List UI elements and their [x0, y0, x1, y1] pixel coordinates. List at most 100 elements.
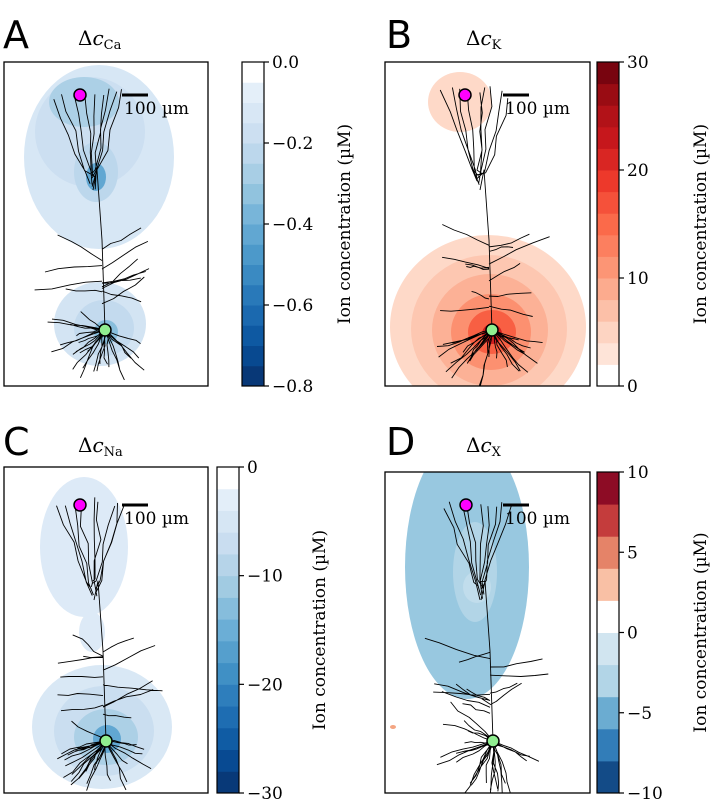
contour-area [390, 472, 549, 793]
colorbar-band [597, 728, 619, 762]
soma-marker [485, 323, 499, 337]
colorbar: 10 5 0 −5 −10 Ion concentration (µM) [596, 463, 711, 804]
title-c: c [92, 26, 103, 50]
colorbar-band [597, 148, 619, 171]
colorbar-band [597, 760, 619, 794]
colorbar-band [217, 727, 239, 751]
colorbar-label: Ion concentration (µM) [691, 532, 711, 732]
colorbar-tick-label: −20 [247, 675, 283, 695]
colorbar-band [597, 321, 619, 344]
apical-marker [458, 88, 472, 102]
colorbar-band [597, 105, 619, 128]
colorbar-band [597, 696, 619, 730]
colorbar-band [217, 771, 239, 794]
colorbar-band [217, 640, 239, 664]
panel-b: B ΔcK 100 µm 30 20 10 0 Ion concentration (µM) [384, 13, 711, 397]
colorbar-band [217, 684, 239, 707]
colorbar-band [242, 143, 264, 164]
panel-label: C [3, 420, 30, 464]
colorbar-band [217, 575, 239, 598]
panel-label: D [386, 420, 415, 464]
plot-frame [3, 466, 209, 794]
apical-marker [459, 498, 473, 512]
colorbar-band [217, 619, 239, 642]
colorbar-tick-label: 20 [627, 161, 649, 181]
colorbar-band [242, 365, 264, 387]
colorbar-band [242, 82, 264, 103]
colorbar-tick-label: 5 [627, 543, 638, 563]
colorbar-band [597, 364, 619, 387]
colorbar-band [242, 244, 264, 265]
colorbar-tick-label: 0 [627, 624, 638, 644]
colorbar-band [242, 163, 264, 184]
colorbar-label: Ion concentration (µM) [335, 124, 355, 324]
colorbar-band [597, 472, 619, 505]
colorbar-tick-label: 30 [627, 53, 649, 73]
colorbar-band [597, 342, 619, 365]
panel-title: ΔcNa [78, 433, 123, 460]
colorbar-tick-label: 10 [627, 463, 649, 483]
title-subscript: Ca [104, 38, 122, 53]
title-c: c [92, 433, 103, 457]
colorbar-band [597, 504, 619, 537]
colorbar-band [217, 553, 239, 577]
colorbar-band [217, 467, 239, 490]
panel-label: A [3, 13, 29, 57]
colorbar-band [597, 568, 619, 601]
colorbar-tick-label: −5 [627, 704, 652, 724]
contour-level [79, 612, 105, 652]
colorbar-band [597, 213, 619, 236]
colorbar: 0 −10 −20 −30 Ion concentration (µM) [216, 458, 330, 804]
soma-marker [486, 734, 500, 748]
colorbar-band [597, 664, 619, 698]
scale-bar-label: 100 µm [124, 99, 189, 119]
soma-marker [98, 323, 112, 337]
colorbar-band [242, 183, 264, 205]
colorbar-band [597, 234, 619, 257]
contour-area [390, 72, 586, 386]
colorbar-tick-label: −0.6 [272, 296, 313, 316]
colorbar-band [242, 345, 264, 367]
colorbar-band [597, 278, 619, 301]
colorbar-band [217, 510, 239, 533]
title-delta: Δ [78, 433, 92, 457]
title-delta: Δ [466, 433, 480, 457]
colorbar-band [242, 224, 264, 245]
colorbar-tick-label: −0.4 [272, 215, 313, 235]
panel-title: ΔcK [466, 26, 502, 53]
colorbar-band [217, 749, 239, 772]
colorbar-band [597, 536, 619, 569]
scale-bar-label: 100 µm [505, 99, 570, 119]
colorbar-frame [216, 466, 240, 794]
title-delta: Δ [78, 26, 92, 50]
panel-label: B [386, 13, 412, 57]
neuron-morphology [436, 86, 550, 386]
panel-title: ΔcCa [78, 26, 122, 53]
contour-area [32, 477, 172, 791]
soma-marker [99, 734, 113, 748]
colorbar-band [597, 600, 619, 633]
title-delta: Δ [466, 26, 480, 50]
colorbar-band [242, 264, 264, 286]
panel-title: ΔcX [466, 433, 502, 460]
apical-marker [73, 88, 87, 102]
colorbar-band [597, 299, 619, 322]
colorbar-tick-label: −30 [247, 784, 283, 804]
colorbar-band [217, 488, 239, 511]
contour-level [40, 477, 128, 617]
colorbar-tick-label: −0.2 [272, 134, 313, 154]
title-subscript: Na [104, 445, 123, 460]
contour-level [390, 725, 396, 729]
colorbar: 0.0 −0.2 −0.4 −0.6 −0.8 Ion concentration (µM… [241, 53, 355, 397]
colorbar: 30 20 10 0 Ion concentration (µM) [596, 53, 711, 397]
colorbar-band [242, 284, 264, 306]
colorbar-tick-label: 10 [627, 269, 649, 289]
colorbar-band [242, 62, 264, 83]
title-subscript: X [492, 445, 502, 460]
neuron-morphology [424, 501, 549, 793]
colorbar-frame [596, 61, 620, 387]
plot-frame [3, 61, 209, 387]
colorbar-band [597, 256, 619, 279]
colorbar-band [597, 126, 619, 149]
